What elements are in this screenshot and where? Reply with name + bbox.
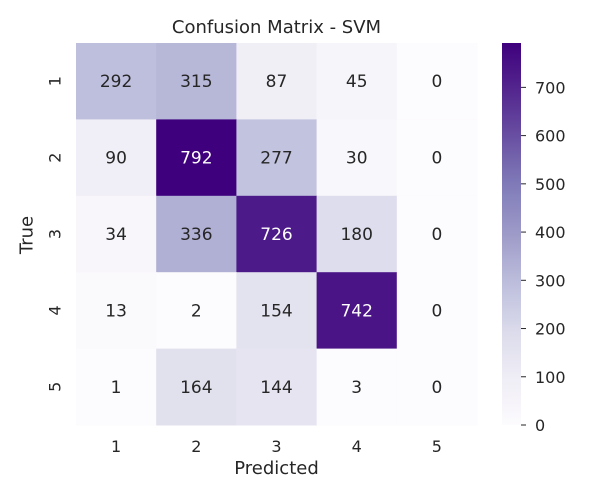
heatmap-cell	[316, 195, 398, 273]
x-tick-label: 1	[111, 437, 121, 456]
x-tick-label: 5	[432, 437, 442, 456]
cell-value-label: 3	[351, 378, 362, 398]
heatmap-cell	[156, 348, 237, 426]
heatmap-cell	[76, 43, 157, 120]
heatmap-cell	[236, 348, 318, 426]
colorbar-tick-label: 400	[535, 223, 566, 242]
y-tick-label: 4	[46, 305, 65, 315]
cell-value-label: 13	[105, 301, 127, 321]
x-tick-label: 3	[271, 437, 281, 456]
heatmap-cell	[156, 195, 237, 273]
cell-value-label: 45	[346, 72, 368, 92]
cell-value-label: 792	[180, 149, 212, 169]
colorbar-tick-label: 700	[535, 78, 566, 97]
x-axis-label: Predicted	[234, 458, 319, 479]
cell-value-label: 144	[260, 378, 292, 398]
heatmap-cell	[396, 348, 478, 426]
cell-value-label: 2	[191, 301, 202, 321]
heatmap-cell	[236, 195, 318, 273]
cell-value-label: 0	[431, 149, 442, 169]
heatmap-cell	[156, 119, 237, 197]
colorbar-tick-label: 600	[535, 127, 566, 146]
colorbar-tick-label: 300	[535, 271, 566, 290]
heatmap-cell	[236, 43, 318, 120]
heatmap-cell	[316, 43, 398, 120]
heatmap-cell	[76, 272, 157, 350]
heatmap-cell	[76, 195, 157, 273]
heatmap-cell	[236, 119, 318, 197]
heatmap-cell	[316, 119, 398, 197]
cell-value-label: 742	[340, 301, 372, 321]
colorbar-tick-label: 0	[535, 416, 545, 435]
x-tick-labels: 1 2 3 4 5	[111, 437, 442, 456]
heatmap-cell	[316, 348, 398, 426]
y-tick-labels: 1 2 3 4 5	[46, 76, 65, 392]
heatmap-cell	[76, 119, 157, 197]
cell-value-label: 726	[260, 225, 292, 245]
colorbar: 0 100 200 300 400 500 600 700	[502, 43, 566, 435]
cell-value-label: 87	[266, 72, 288, 92]
cell-value-label: 1	[111, 378, 122, 398]
cell-value-label: 0	[431, 301, 442, 321]
heatmap-cell	[156, 272, 237, 350]
cell-value-label: 180	[340, 225, 372, 245]
heatmap-cell	[316, 272, 398, 350]
heatmap-cell	[396, 272, 478, 350]
cell-value-label: 34	[105, 225, 127, 245]
x-tick-label: 4	[352, 437, 362, 456]
heatmap-cell	[396, 43, 478, 120]
chart-title: Confusion Matrix - SVM	[171, 17, 382, 38]
heatmap-cell	[156, 43, 237, 120]
colorbar-tick-label: 500	[535, 175, 566, 194]
cell-value-label: 30	[346, 149, 368, 169]
cell-value-label: 164	[180, 378, 212, 398]
colorbar-tick-label: 100	[535, 368, 566, 387]
heatmap-cell	[396, 195, 478, 273]
y-tick-label: 3	[46, 229, 65, 239]
y-tick-label: 1	[46, 76, 65, 86]
cell-value-label: 154	[260, 301, 292, 321]
cell-value-label: 0	[431, 72, 442, 92]
heatmap-cells: 292 315 87 45 090 792 277 30 034 336 726 180 013 2 154…	[76, 43, 478, 426]
cell-value-label: 90	[105, 149, 127, 169]
cell-value-label: 0	[431, 225, 442, 245]
colorbar-gradient	[502, 43, 521, 425]
heatmap-cell	[76, 348, 157, 426]
cell-value-label: 0	[431, 378, 442, 398]
cell-value-label: 277	[260, 149, 292, 169]
colorbar-tick-label: 200	[535, 320, 566, 339]
x-tick-label: 2	[191, 437, 201, 456]
cell-value-label: 292	[100, 72, 132, 92]
heatmap-cell	[236, 272, 318, 350]
cell-value-label: 315	[180, 72, 212, 92]
heatmap-cell	[396, 119, 478, 197]
cell-value-label: 336	[180, 225, 212, 245]
y-tick-label: 2	[46, 153, 65, 163]
y-tick-label: 5	[46, 382, 65, 392]
